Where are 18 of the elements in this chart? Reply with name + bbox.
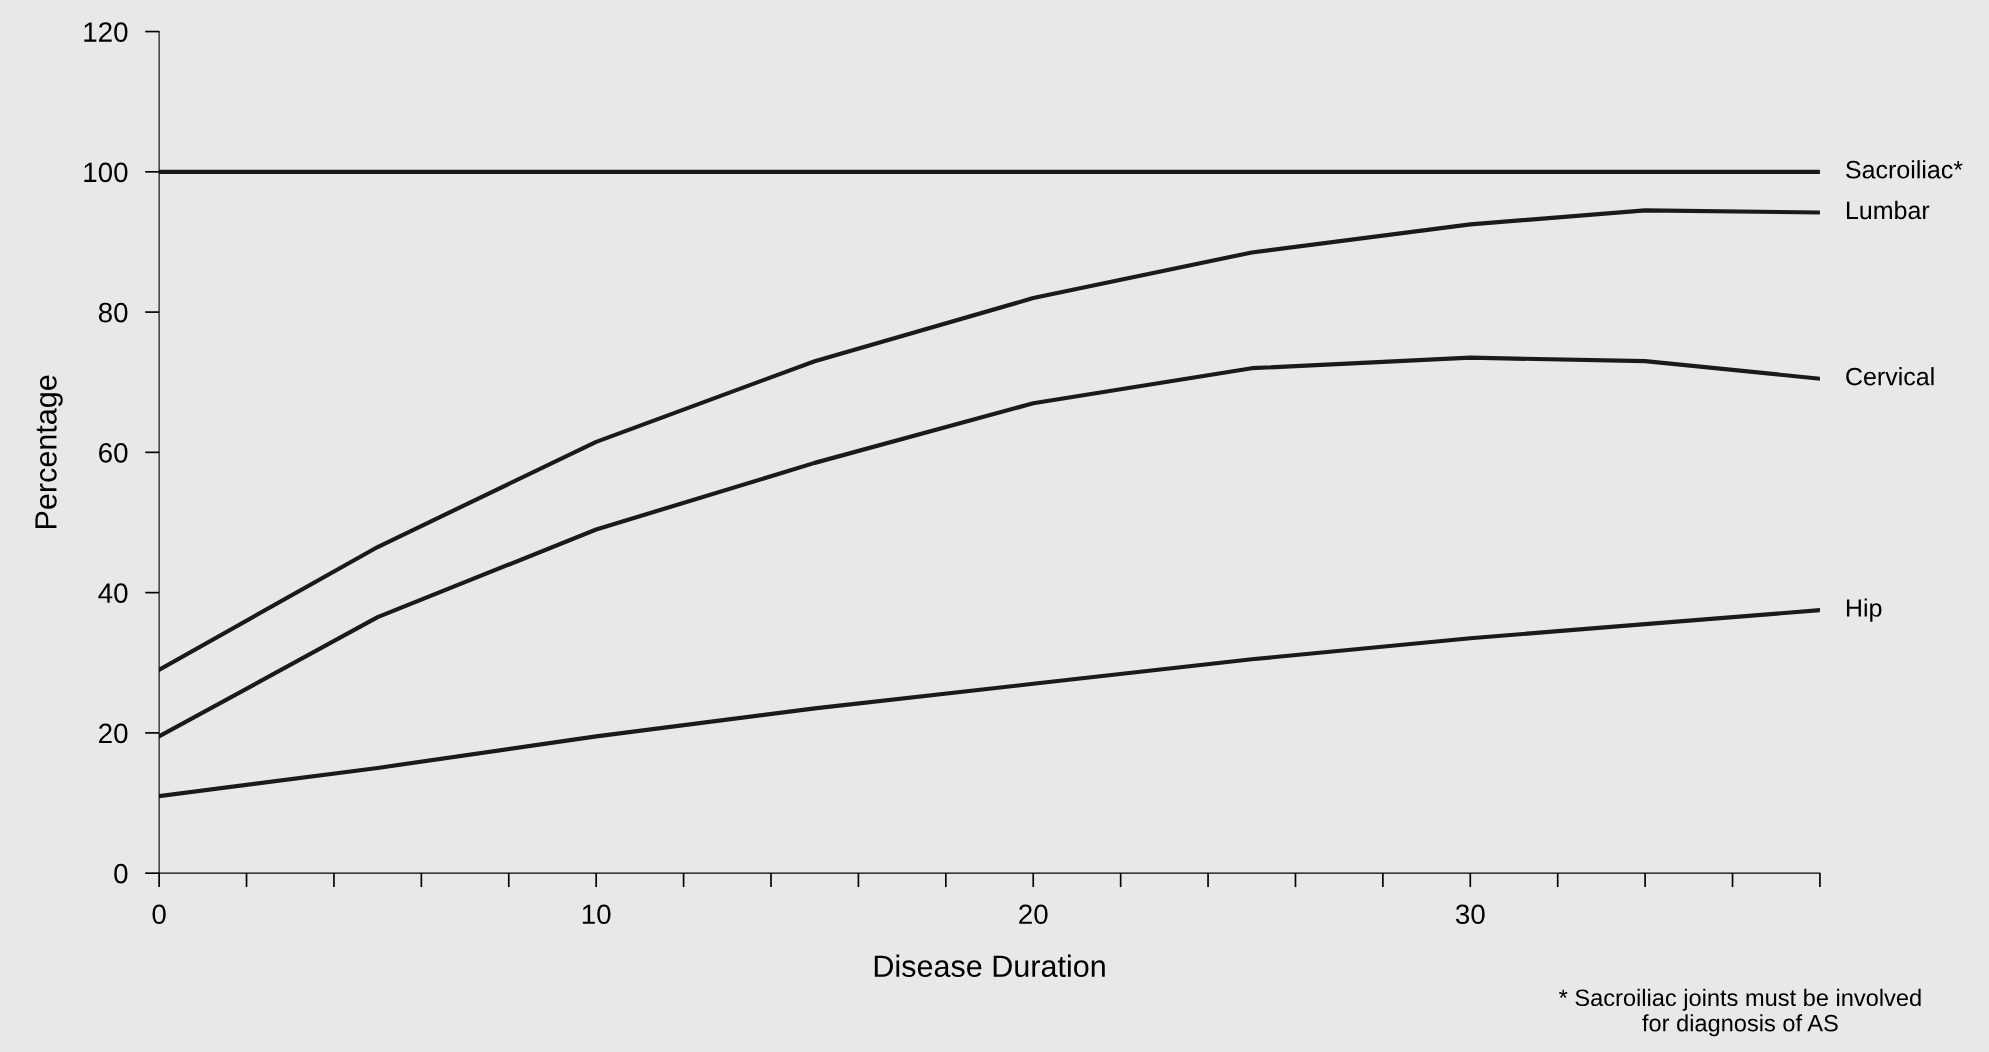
series-label: Lumbar	[1846, 200, 1930, 220]
y-tick-label: 40	[98, 583, 128, 603]
x-tick-label: 30	[1455, 904, 1485, 925]
x-axis-title: Disease Duration	[874, 954, 1105, 978]
series-label: Sacroiliac*	[1846, 160, 1963, 179]
x-tick-label: 10	[582, 904, 611, 925]
text: * Sacroiliac joints must be involved for diagnosis of AS	[1559, 988, 1921, 1037]
y-axis-title: Percentage	[35, 375, 63, 528]
y-tick-label: 0	[114, 863, 128, 884]
x-tick-label: 0	[152, 904, 166, 925]
y-tick-label: 20	[99, 723, 128, 744]
series-label: Hip	[1846, 598, 1882, 622]
y-tick-label: 80	[98, 302, 128, 323]
y-tick-label: 120	[84, 22, 128, 42]
series-label: Cervical	[1846, 367, 1934, 386]
y-tick-label: 60	[99, 443, 128, 463]
y-tick-label: 100	[84, 162, 128, 183]
x-tick-label: 20	[1019, 904, 1048, 925]
